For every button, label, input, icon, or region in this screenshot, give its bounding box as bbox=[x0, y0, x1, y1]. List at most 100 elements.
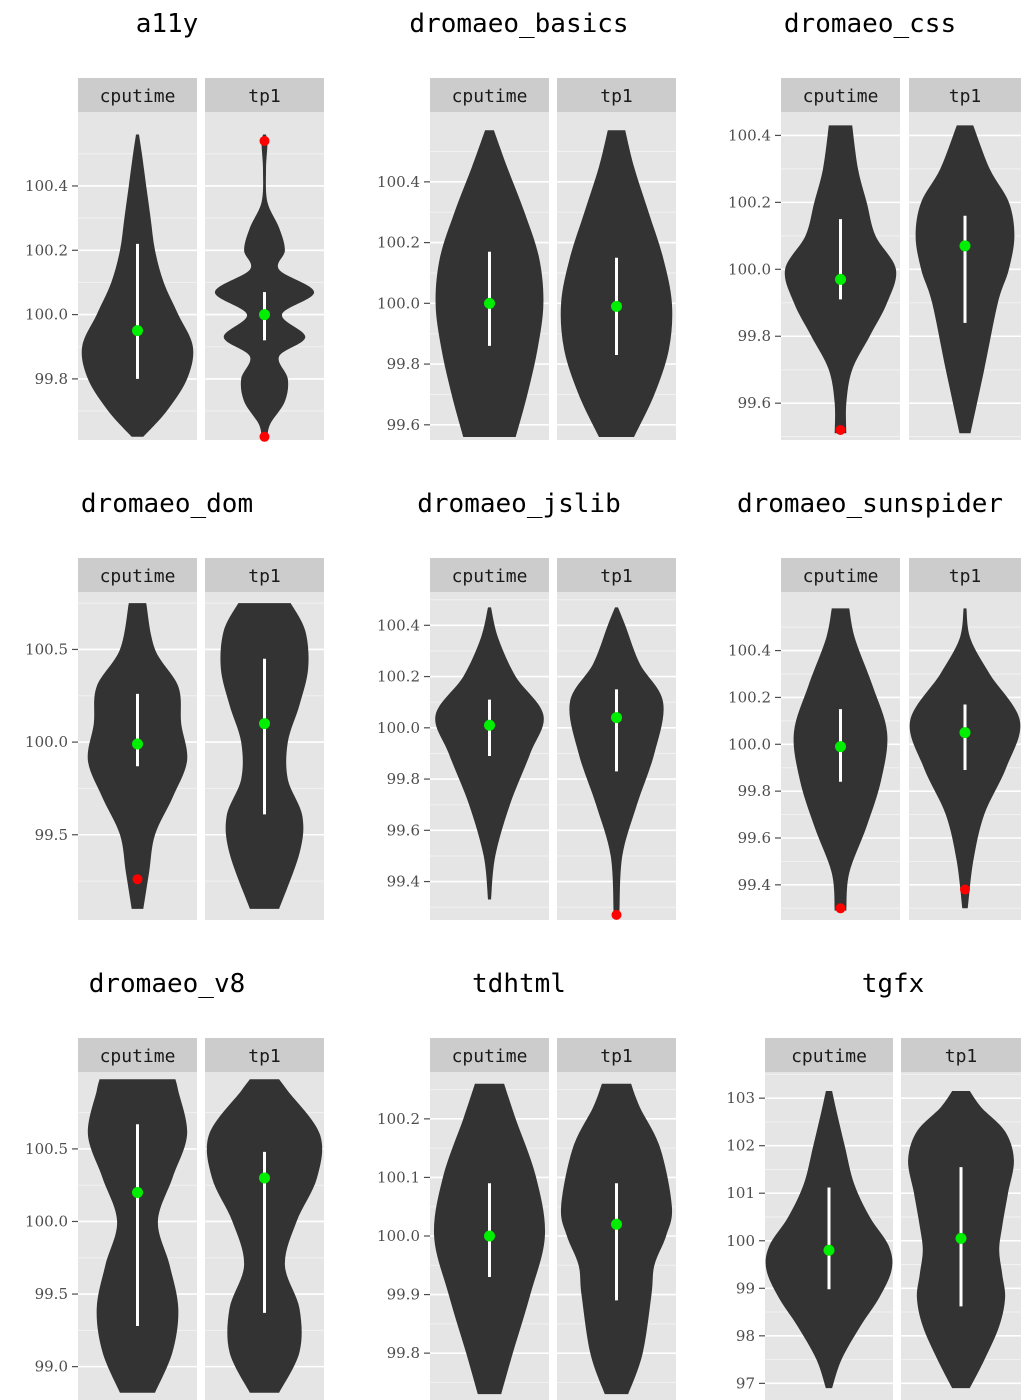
facet-cputime: cputime bbox=[78, 558, 197, 920]
y-tick-label: 98 bbox=[736, 1327, 755, 1345]
facet-cputime: cputime bbox=[781, 78, 900, 440]
mean-point bbox=[835, 741, 846, 753]
y-tick-label: 100.4 bbox=[25, 177, 68, 195]
facet-label: tp1 bbox=[949, 566, 982, 587]
subplot-title: a11y bbox=[136, 9, 199, 39]
y-tick-label: 100 bbox=[726, 1232, 755, 1250]
y-tick-label: 100.0 bbox=[25, 733, 68, 751]
y-tick-label: 99.0 bbox=[35, 1358, 68, 1376]
mean-point bbox=[959, 727, 971, 739]
facet-strip bbox=[557, 1038, 676, 1072]
y-tick-label: 100.5 bbox=[25, 640, 68, 658]
facet-label: cputime bbox=[452, 86, 528, 107]
subplot-title: dromaeo_jslib bbox=[417, 489, 621, 519]
facet-label: tp1 bbox=[600, 1046, 633, 1067]
y-tick-label: 99 bbox=[736, 1279, 755, 1297]
facet-strip bbox=[781, 78, 900, 112]
facet-tp1: tp1 bbox=[557, 558, 676, 920]
facet-cputime: cputime bbox=[765, 1038, 893, 1400]
y-tick-label: 100.2 bbox=[728, 688, 771, 706]
facet-cputime: cputime bbox=[78, 78, 197, 440]
facet-tp1: tp1 bbox=[901, 1038, 1021, 1400]
facet-cputime: cputime bbox=[430, 558, 549, 920]
y-tick-label: 100.4 bbox=[377, 616, 420, 634]
y-tick-label: 99.8 bbox=[738, 782, 771, 800]
facet-label: cputime bbox=[452, 1046, 528, 1067]
y-tick-label: 102 bbox=[726, 1137, 755, 1155]
y-tick-label: 100.0 bbox=[728, 735, 771, 753]
y-tick-label: 103 bbox=[726, 1089, 755, 1107]
facet-strip bbox=[205, 78, 324, 112]
y-tick-label: 99.6 bbox=[387, 416, 420, 434]
mean-point bbox=[259, 718, 270, 730]
subplot-title: dromaeo_css bbox=[784, 9, 956, 39]
subplot-title: dromaeo_basics bbox=[409, 9, 628, 39]
subplot-tdhtml: tdhtml cputime tp1 99.8 99.9 100.0 100.1 100.2 bbox=[377, 969, 676, 1400]
facet-label: tp1 bbox=[945, 1046, 978, 1067]
y-tick-label: 97 bbox=[736, 1374, 755, 1392]
facet-strip bbox=[205, 1038, 324, 1072]
facet-strip bbox=[557, 78, 676, 112]
outlier-point bbox=[259, 135, 270, 146]
y-tick-label: 100.0 bbox=[377, 719, 420, 737]
facet-cputime: cputime bbox=[78, 1038, 197, 1400]
y-tick-label: 100.4 bbox=[728, 126, 771, 144]
facet-label: tp1 bbox=[248, 86, 281, 107]
subplot-tgfx: tgfx cputime tp1 97 98 99 100 101 102 103 bbox=[726, 969, 1021, 1400]
mean-point bbox=[835, 273, 846, 285]
mean-point bbox=[132, 325, 143, 337]
facet-tp1: tp1 bbox=[205, 1038, 324, 1400]
y-tick-label: 99.5 bbox=[35, 826, 68, 844]
outlier-point bbox=[960, 884, 970, 895]
mean-point bbox=[484, 719, 495, 731]
facet-label: cputime bbox=[452, 566, 528, 587]
subplot-title: dromaeo_sunspider bbox=[737, 489, 1003, 519]
y-tick-label: 100.0 bbox=[377, 1227, 420, 1245]
facet-strip bbox=[78, 1038, 197, 1072]
facet-cputime: cputime bbox=[781, 558, 900, 920]
outlier-point bbox=[611, 909, 622, 920]
facet-label: tp1 bbox=[248, 566, 281, 587]
facet-cputime: cputime bbox=[430, 1038, 549, 1400]
facet-label: cputime bbox=[100, 86, 176, 107]
y-tick-label: 100.0 bbox=[377, 294, 420, 312]
facet-label: tp1 bbox=[248, 1046, 281, 1067]
mean-point bbox=[611, 1218, 622, 1230]
facet-tp1: tp1 bbox=[205, 78, 324, 442]
facet-strip bbox=[901, 1038, 1021, 1072]
facet-strip bbox=[78, 78, 197, 112]
outlier-point bbox=[835, 424, 846, 435]
facet-tp1: tp1 bbox=[557, 1038, 676, 1400]
facet-strip bbox=[557, 558, 676, 592]
y-tick-label: 100.2 bbox=[25, 241, 68, 259]
y-tick-label: 100.2 bbox=[377, 1110, 420, 1128]
facet-tp1: tp1 bbox=[557, 78, 676, 440]
facet-label: cputime bbox=[803, 566, 879, 587]
facet-strip bbox=[430, 78, 549, 112]
y-tick-label: 100.1 bbox=[377, 1168, 420, 1186]
y-tick-label: 100.2 bbox=[377, 234, 420, 252]
y-tick-label: 100.2 bbox=[728, 193, 771, 211]
outlier-point bbox=[259, 431, 270, 442]
facet-strip bbox=[781, 558, 900, 592]
y-tick-label: 99.4 bbox=[387, 873, 420, 891]
violin-shape bbox=[214, 134, 315, 437]
y-tick-label: 99.6 bbox=[738, 394, 771, 412]
y-tick-label: 99.8 bbox=[387, 1344, 420, 1362]
facet-strip bbox=[765, 1038, 893, 1072]
y-tick-label: 100.0 bbox=[728, 260, 771, 278]
subplot-title: tgfx bbox=[862, 969, 925, 999]
facet-label: cputime bbox=[100, 1046, 176, 1067]
facet-tp1: tp1 bbox=[909, 558, 1021, 920]
mean-point bbox=[611, 712, 622, 724]
facet-strip bbox=[205, 558, 324, 592]
subplot-title: dromaeo_v8 bbox=[89, 969, 246, 999]
y-tick-label: 99.8 bbox=[387, 355, 420, 373]
y-tick-label: 99.5 bbox=[35, 1285, 68, 1303]
subplot-title: dromaeo_dom bbox=[81, 489, 253, 519]
mean-point bbox=[484, 1230, 495, 1242]
y-tick-label: 100.2 bbox=[377, 668, 420, 686]
